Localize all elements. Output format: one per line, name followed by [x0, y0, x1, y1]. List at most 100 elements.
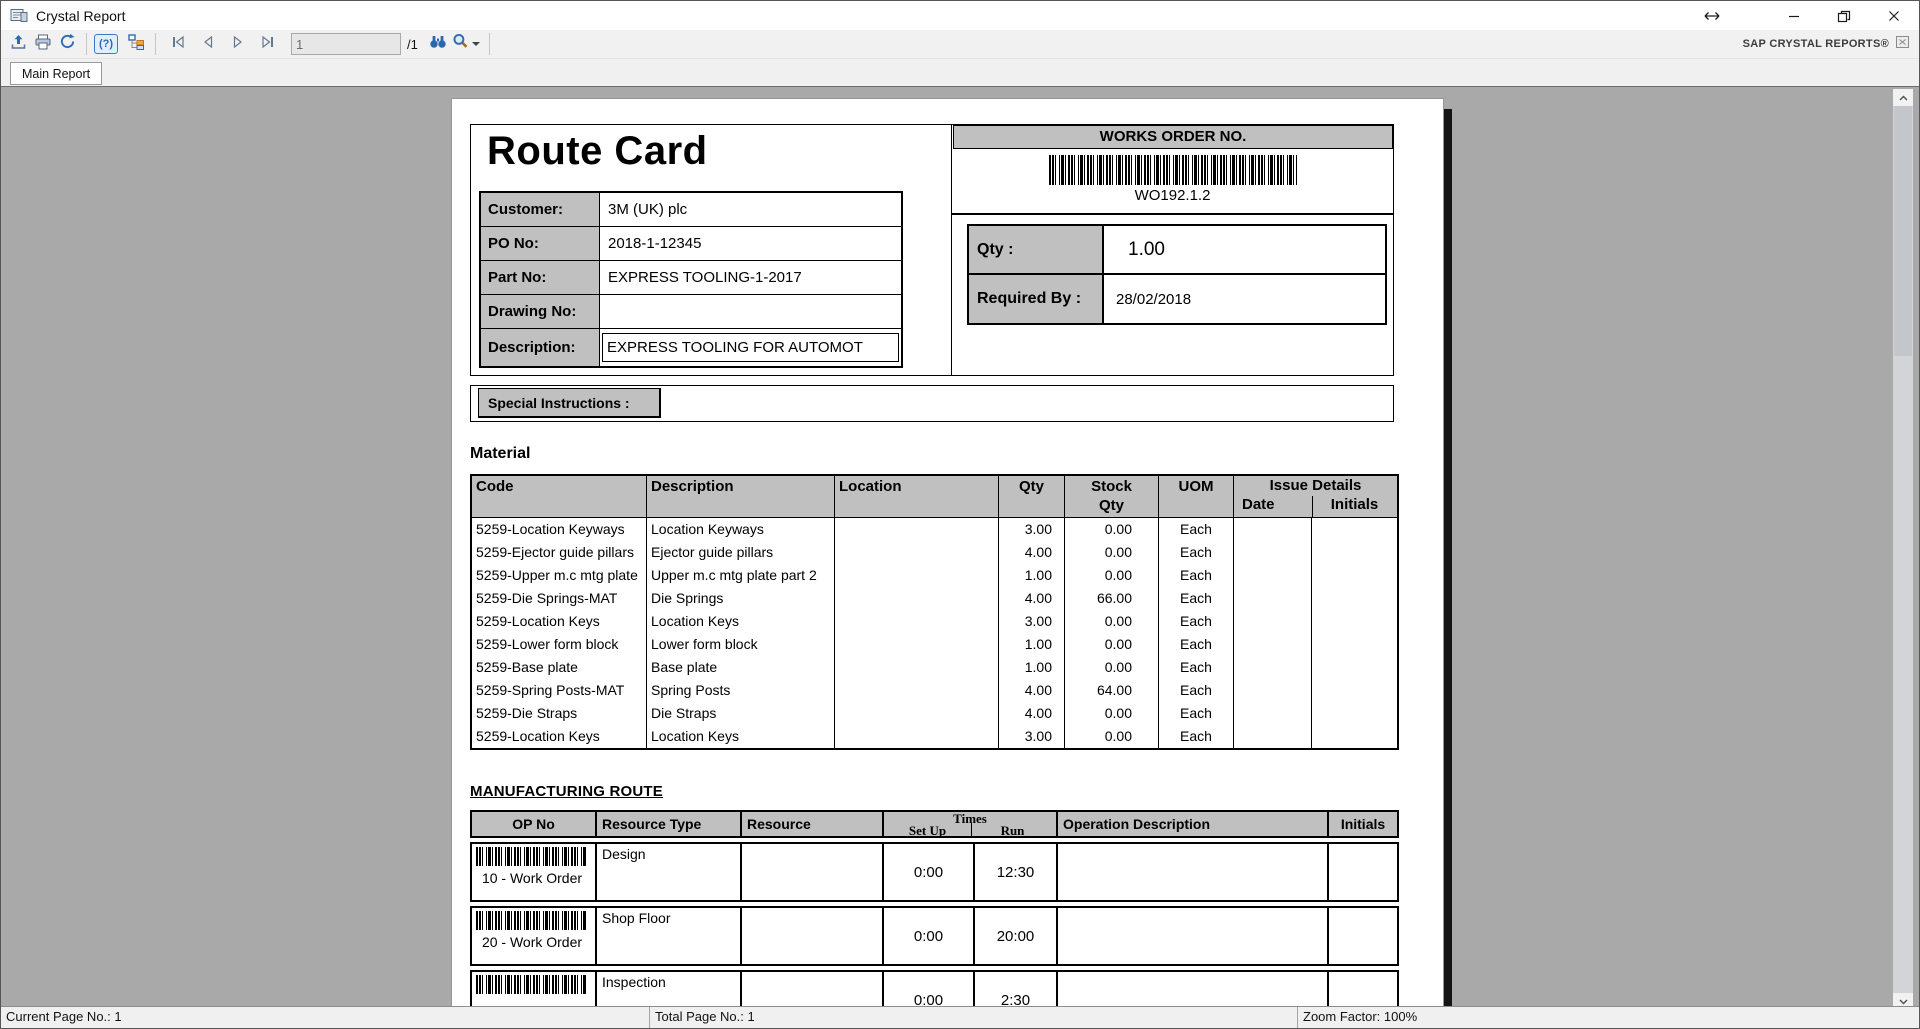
- info-row-part-no: Part No: EXPRESS TOOLING-1-2017: [481, 261, 901, 295]
- export-button[interactable]: [7, 32, 31, 56]
- report-page: Route Card Customer: 3M (UK) plc PO No: …: [452, 99, 1443, 1010]
- print-icon: [34, 34, 52, 55]
- description-value: EXPRESS TOOLING FOR AUTOMOT: [602, 333, 899, 362]
- page-shadow: [1444, 109, 1452, 1010]
- route-header-times: Times Set Up Run: [884, 812, 1058, 836]
- route-resource-cell: [742, 908, 884, 964]
- material-location-cell: [835, 702, 999, 725]
- first-page-icon: [170, 34, 186, 55]
- material-row: 5259-Die Springs-MAT Die Springs 4.00 66.00…: [472, 587, 1397, 610]
- material-stock-qty-cell: 0.00: [1065, 725, 1159, 748]
- minimize-button[interactable]: [1769, 2, 1819, 30]
- customer-value: 3M (UK) plc: [608, 201, 688, 218]
- material-description-cell: Lower form block: [647, 633, 835, 656]
- required-by-row: Required By : 28/02/2018: [969, 275, 1385, 323]
- route-operation-description-cell: [1058, 908, 1329, 964]
- material-issue-initials-cell: [1312, 656, 1397, 679]
- material-row: 5259-Location Keyways Location Keyways 3.0…: [472, 518, 1397, 541]
- material-issue-date-cell: [1234, 518, 1312, 541]
- chevron-up-icon: [1899, 95, 1907, 100]
- material-location-cell: [835, 633, 999, 656]
- op-number-label: 20 - Work Order: [481, 934, 583, 950]
- material-uom-cell: Each: [1159, 725, 1234, 748]
- route-row: 10 - Work Order Design 0:00 12:30: [470, 842, 1399, 902]
- material-description-cell: Base plate: [647, 656, 835, 679]
- divider: [971, 823, 972, 836]
- scrollbar-thumb[interactable]: [1894, 106, 1912, 356]
- material-table-header: Code Description Location Qty Stock Qty …: [472, 476, 1397, 518]
- material-location-cell: [835, 518, 999, 541]
- material-uom-cell: Each: [1159, 541, 1234, 564]
- window-title: Crystal Report: [36, 7, 126, 24]
- material-description-cell: Location Keyways: [647, 518, 835, 541]
- tab-main-report[interactable]: Main Report: [10, 62, 103, 85]
- material-uom-cell: Each: [1159, 702, 1234, 725]
- route-initials-cell: [1329, 908, 1397, 964]
- parameter-panel-toggle-button[interactable]: (?): [94, 32, 118, 56]
- route-op-no-cell: 20 - Work Order: [472, 908, 597, 964]
- route-header-resource: Resource: [742, 812, 884, 836]
- group-tree-toggle-button[interactable]: [124, 32, 148, 56]
- first-page-button[interactable]: [166, 32, 190, 56]
- material-row: 5259-Spring Posts-MAT Spring Posts 4.00 64.…: [472, 679, 1397, 702]
- material-qty-cell: 4.00: [999, 679, 1065, 702]
- issue-details-title: Issue Details: [1269, 477, 1362, 494]
- material-header-issue-details: Issue Details Date Initials: [1234, 476, 1397, 517]
- works-order-header: WORKS ORDER NO.: [953, 125, 1393, 149]
- material-code-cell: 5259-Location Keys: [472, 725, 647, 748]
- material-issue-initials-cell: [1312, 679, 1397, 702]
- close-button[interactable]: [1869, 2, 1919, 30]
- zoom-button[interactable]: [450, 32, 482, 56]
- material-stock-qty-cell: 0.00: [1065, 518, 1159, 541]
- divider: [1312, 496, 1313, 517]
- material-location-cell: [835, 587, 999, 610]
- horizontal-resize-icon[interactable]: [1687, 2, 1737, 30]
- route-op-no-cell: [472, 972, 597, 1010]
- export-icon: [10, 34, 28, 55]
- material-description-cell: Upper m.c mtg plate part 2: [647, 564, 835, 587]
- material-row: 5259-Ejector guide pillars Ejector guide …: [472, 541, 1397, 564]
- material-issue-initials-cell: [1312, 725, 1397, 748]
- toolbar-separator: [155, 33, 156, 55]
- previous-page-button[interactable]: [196, 32, 220, 56]
- route-operation-description-cell: [1058, 844, 1329, 900]
- works-order-box: WORKS ORDER NO. WO192.1.2 Qty : 1.00 Req…: [951, 124, 1394, 376]
- maximize-button[interactable]: [1819, 2, 1869, 30]
- material-uom-cell: Each: [1159, 564, 1234, 587]
- material-qty-cell: 1.00: [999, 656, 1065, 679]
- info-row-drawing-no: Drawing No:: [481, 295, 901, 329]
- special-instructions-box: Special Instructions :: [470, 385, 1394, 422]
- sap-window-icon[interactable]: [1896, 35, 1909, 53]
- page-number-input[interactable]: [291, 33, 401, 55]
- run-header: Run: [1000, 823, 1025, 837]
- scroll-down-button[interactable]: [1893, 993, 1913, 1010]
- material-issue-initials-cell: [1312, 518, 1397, 541]
- route-initials-cell: [1329, 844, 1397, 900]
- material-description-cell: Die Springs: [647, 587, 835, 610]
- next-page-button[interactable]: [226, 32, 250, 56]
- status-current-page: Current Page No.: 1: [1, 1007, 650, 1028]
- last-page-button[interactable]: [256, 32, 280, 56]
- material-issue-date-cell: [1234, 656, 1312, 679]
- material-row: 5259-Upper m.c mtg plate Upper m.c mtg pl…: [472, 564, 1397, 587]
- brand-area: SAP CRYSTAL REPORTS®: [1743, 35, 1919, 53]
- qty-label: Qty :: [969, 226, 1104, 273]
- material-row: 5259-Location Keys Location Keys 3.00 0.00 E…: [472, 610, 1397, 633]
- material-qty-cell: 4.00: [999, 702, 1065, 725]
- material-code-cell: 5259-Location Keys: [472, 610, 647, 633]
- find-button[interactable]: [426, 32, 450, 56]
- status-bar: Current Page No.: 1 Total Page No.: 1 Zo…: [1, 1006, 1919, 1028]
- material-location-cell: [835, 656, 999, 679]
- refresh-button[interactable]: [55, 32, 79, 56]
- route-table-header: OP No Resource Type Resource Times Set U…: [470, 810, 1399, 838]
- tab-strip: Main Report: [1, 59, 1919, 86]
- material-heading: Material: [470, 445, 531, 462]
- times-title: Times: [953, 812, 987, 826]
- scroll-up-button[interactable]: [1893, 89, 1913, 106]
- vertical-scrollbar[interactable]: [1893, 89, 1913, 1010]
- material-uom-cell: Each: [1159, 656, 1234, 679]
- material-uom-cell: Each: [1159, 610, 1234, 633]
- material-stock-qty-cell: 0.00: [1065, 610, 1159, 633]
- route-operation-description-cell: [1058, 972, 1329, 1010]
- print-button[interactable]: [31, 32, 55, 56]
